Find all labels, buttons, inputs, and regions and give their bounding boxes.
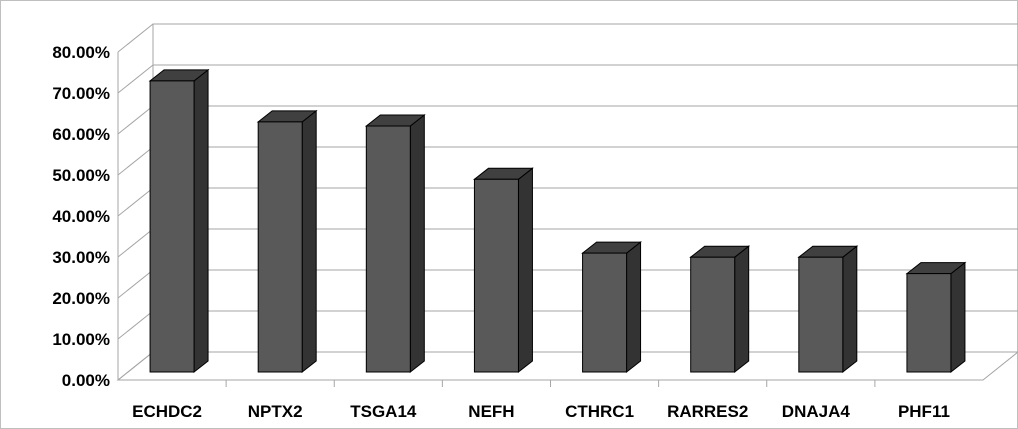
x-axis-labels: ECHDC2 NPTX2 TSGA14 NEFH CTHRC1 RARRES2 DNAJA4… <box>132 402 950 421</box>
y-tick-label: 50.00% <box>52 166 110 185</box>
bar <box>689 245 751 374</box>
bars <box>148 68 967 374</box>
bar <box>364 113 426 374</box>
y-tick-label: 20.00% <box>52 289 110 308</box>
bar-side <box>842 245 858 374</box>
bar-front <box>365 125 411 373</box>
y-tick-label: 0.00% <box>62 371 110 390</box>
gridline <box>117 23 1018 53</box>
bar <box>256 109 318 374</box>
y-tick-label: 80.00% <box>52 43 110 62</box>
bar <box>472 167 534 374</box>
bar-side <box>193 68 209 374</box>
x-tick-label: CTHRC1 <box>565 402 634 421</box>
bar <box>581 241 643 374</box>
x-tick-label: ECHDC2 <box>132 402 202 421</box>
y-tick-label: 40.00% <box>52 207 110 226</box>
bar <box>797 245 859 374</box>
bar-front <box>473 178 519 373</box>
bar-side <box>950 261 966 374</box>
gridline <box>117 64 1018 94</box>
bar-side <box>409 113 425 374</box>
y-tick-label: 10.00% <box>52 330 110 349</box>
x-tick-label: NEFH <box>468 402 514 421</box>
bar <box>905 261 967 374</box>
bar-front <box>690 256 736 373</box>
bar-front <box>582 252 628 373</box>
bar-side <box>734 245 750 374</box>
bar-side <box>301 109 317 374</box>
y-tick-label: 30.00% <box>52 248 110 267</box>
y-axis-ticks: 0.00% 10.00% 20.00% 30.00% 40.00% 50.00% 60.00… <box>52 43 110 390</box>
bar-side <box>626 241 642 374</box>
bar-front <box>798 256 844 373</box>
x-tick-label: NPTX2 <box>248 402 303 421</box>
bar <box>148 68 210 374</box>
bar-front <box>906 273 952 373</box>
x-tick-label: TSGA14 <box>350 402 417 421</box>
bar-front <box>257 121 303 373</box>
x-tick-label: DNAJA4 <box>782 402 851 421</box>
x-tick-label: PHF11 <box>898 402 950 421</box>
y-tick-label: 70.00% <box>52 84 110 103</box>
x-tick-label: RARRES2 <box>667 402 748 421</box>
bar-side <box>517 167 533 374</box>
bar-front <box>149 80 195 373</box>
y-tick-label: 60.00% <box>52 125 110 144</box>
